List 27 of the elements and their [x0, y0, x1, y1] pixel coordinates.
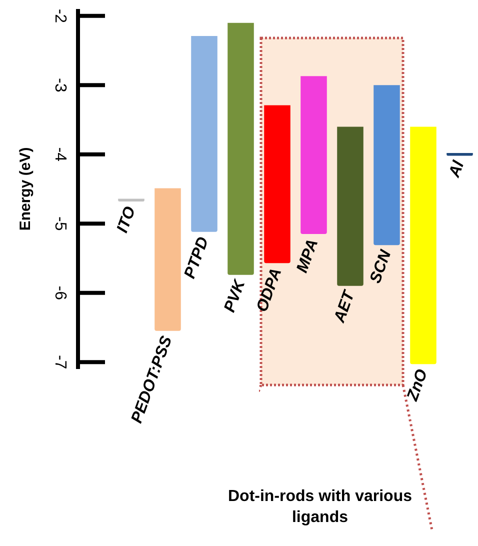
- bar: [264, 105, 290, 264]
- y-tick-label: -3: [52, 78, 69, 92]
- band-label: Dot-in-rods with various ligands: [227, 487, 413, 528]
- bar: [337, 126, 364, 286]
- bar: [300, 76, 327, 234]
- x-tick-label: PTPD: [182, 234, 212, 281]
- y-tick-label: -6: [52, 286, 69, 300]
- bar: [154, 188, 181, 331]
- bar: [446, 153, 473, 156]
- x-tick-label: SCN: [367, 248, 395, 286]
- x-tick-label: ODPA: [254, 266, 286, 314]
- x-tick-label: Al: [446, 158, 468, 181]
- x-tick-label: AET: [330, 288, 359, 326]
- bar: [191, 36, 218, 232]
- bar: [374, 85, 400, 246]
- bar: [410, 126, 436, 364]
- y-tick-label: -7: [52, 354, 69, 370]
- bar: [118, 198, 144, 202]
- x-tick-label: MPA: [294, 237, 322, 276]
- y-tick-label: -2: [52, 8, 69, 24]
- y-tick-label: -5: [52, 216, 69, 231]
- x-tick-label: ITO: [114, 204, 140, 236]
- x-tick-label: PVK: [221, 276, 250, 315]
- y-axis-title: Energy (eV): [17, 147, 34, 231]
- bar: [228, 22, 254, 275]
- x-tick-label: ZnO: [404, 366, 432, 404]
- y-tick-label: -4: [52, 147, 69, 162]
